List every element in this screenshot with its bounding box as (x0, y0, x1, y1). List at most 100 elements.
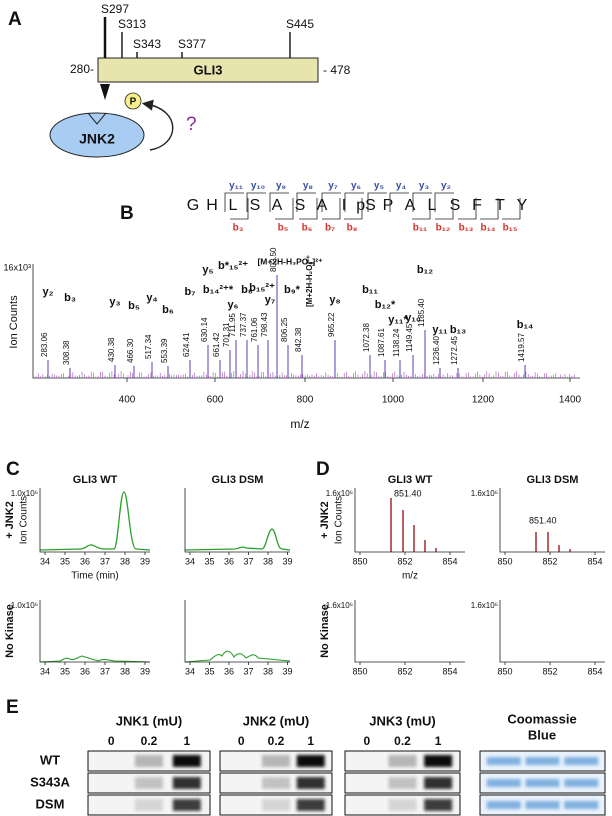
stain-header: Coomassie (507, 711, 576, 726)
row-label: + JNK2 (4, 501, 16, 539)
x-tick-label: 854 (442, 556, 457, 566)
kinase-header: JNK3 (mU) (369, 713, 435, 728)
y-max-label: 1.0x10⁶ (11, 601, 38, 610)
x-tick-label: 854 (587, 556, 602, 566)
y-bracket (434, 192, 454, 212)
residue: G (187, 197, 199, 214)
ion-label: y₃ (109, 296, 120, 308)
b-ion: b₈ (347, 223, 358, 234)
b-ion: b₅ (278, 223, 289, 234)
y-bracket (321, 192, 341, 212)
b-ion: b₃ (233, 223, 244, 234)
band (486, 801, 521, 809)
x-tick-label: 1000 (382, 395, 405, 406)
x-tick-label: 34 (40, 666, 50, 676)
mz-label: 283.06 (40, 332, 49, 357)
x-tick-label: 38 (263, 556, 273, 566)
x-tick-label: 35 (204, 666, 214, 676)
traces (39, 491, 571, 663)
y-bracket (224, 192, 244, 212)
x-tick-label: 37 (243, 666, 253, 676)
band (262, 799, 290, 811)
ion-label: b₁₅²⁺ (249, 282, 275, 294)
band (262, 777, 290, 789)
x-tick-label: 36 (80, 556, 90, 566)
x-tick-label: 852 (542, 666, 557, 676)
ion-label: b₇ (184, 286, 195, 298)
axis (39, 488, 150, 553)
y-ion: y₈ (303, 181, 314, 192)
mz-label: 630.14 (200, 317, 209, 342)
y-ion: y₅ (374, 181, 385, 192)
axis (184, 488, 290, 553)
y-bracket (344, 192, 364, 212)
dose-label: 0.2 (394, 734, 411, 748)
band (296, 799, 325, 811)
peak-label: 851.40 (394, 488, 422, 498)
b-bracket (299, 198, 318, 220)
residue: S (450, 197, 461, 214)
ion-label: b₆ (162, 304, 174, 316)
ion-label: b₁₄²⁺* (203, 284, 234, 296)
residue: F (472, 197, 482, 214)
ion-label: b₉* (284, 284, 301, 296)
column-title: GLI3 DSM (527, 474, 579, 486)
axis (32, 264, 580, 379)
x-tick-label: 850 (352, 556, 367, 566)
site-label: S297 (101, 2, 129, 16)
b-ion: b₆ (302, 223, 313, 234)
panel-letter: D (316, 459, 330, 480)
band (424, 777, 453, 789)
ion-label: b₁₂* (375, 299, 396, 311)
x-tick-label: 38 (120, 666, 130, 676)
residue: A (405, 197, 416, 214)
y-axis-label: Ion Counts (19, 496, 30, 544)
protein-label: GLI3 (194, 62, 223, 77)
ion-label: b₁₂ (417, 264, 433, 276)
y-bracket (412, 192, 432, 212)
mz-label: 1087.61 (377, 328, 386, 357)
x-tick-label: 850 (352, 666, 367, 676)
ion-label: b₁₃ (450, 324, 466, 336)
b-ion: b₁₅ (503, 223, 518, 234)
band (262, 755, 290, 767)
y-ion: y₂ (441, 181, 451, 192)
ion-label: [M+2H-H₃PO₄]²⁺ (257, 256, 323, 266)
kinase-header: JNK2 (mU) (243, 713, 309, 728)
ion-label: y₁₀ (405, 312, 421, 324)
cleavage-marker (100, 84, 110, 100)
question-mark: ? (186, 114, 197, 135)
ion-label: y₈ (329, 294, 340, 306)
panel-letter: C (6, 459, 20, 480)
protein-bar (97, 57, 319, 83)
mz-label: 965.22 (327, 312, 336, 337)
mz-label: 1272.45 (450, 336, 459, 365)
band (564, 779, 599, 787)
b-bracket (480, 198, 499, 220)
ion-label: b₁₄ (517, 319, 534, 331)
x-tick-label: 400 (119, 395, 136, 406)
dose-label: 0 (238, 734, 245, 748)
ion-label: b₈ (241, 284, 253, 296)
ion-label: y₁₁ (432, 324, 448, 336)
band (525, 801, 560, 809)
x-tick-label: 1400 (559, 395, 582, 406)
stain-header: Blue (528, 727, 556, 742)
row-label: No Kinase (319, 604, 331, 658)
b-bracket (502, 198, 521, 220)
arrow (141, 99, 174, 151)
y-axis-label: Ion Counts (334, 496, 345, 544)
band (135, 755, 163, 767)
residue: I (342, 197, 346, 214)
mz-label: 1185.40 (417, 298, 426, 327)
mz-label: 661.42 (212, 332, 221, 357)
band (388, 755, 417, 767)
x-axis-label: m/z (290, 417, 309, 431)
mz-label: 802.50 (269, 247, 278, 272)
ion-label: y₆ (227, 299, 238, 311)
ion-label: b₁₁ (362, 284, 378, 296)
dose-label: 1 (435, 734, 442, 748)
ion-label: y₅ (202, 264, 213, 276)
axis (39, 600, 150, 663)
